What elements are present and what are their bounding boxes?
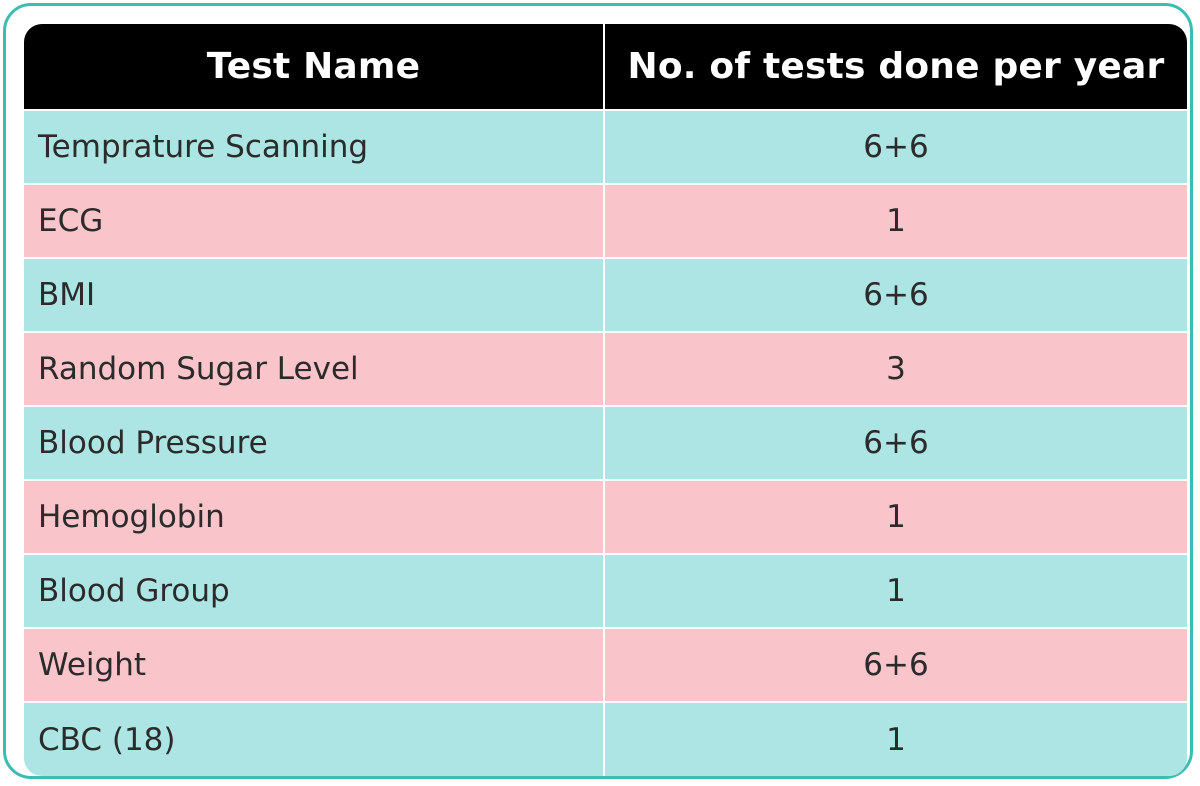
- test-name-cell: CBC (18): [24, 703, 605, 776]
- test-count-cell: 1: [886, 721, 906, 758]
- table-row: CBC (18) 1: [24, 703, 1187, 776]
- table-row: Random Sugar Level 3: [24, 333, 1187, 405]
- test-count-cell: 3: [886, 351, 906, 387]
- test-count-cell: 1: [886, 499, 906, 535]
- header-tests-per-year: No. of tests done per year: [627, 46, 1165, 87]
- table-row: ECG 1: [24, 185, 1187, 257]
- table-row: Hemoglobin 1: [24, 481, 1187, 553]
- test-name-cell: Hemoglobin: [24, 481, 605, 553]
- table-row: Blood Group 1: [24, 555, 1187, 627]
- test-count-cell: 6+6: [863, 277, 929, 313]
- tests-table: Test Name No. of tests done per year Tem…: [24, 24, 1187, 776]
- test-name-cell: Temprature Scanning: [24, 111, 605, 183]
- test-name-cell: Blood Pressure: [24, 407, 605, 479]
- test-count-cell: 6+6: [863, 425, 929, 461]
- table-frame: Test Name No. of tests done per year Tem…: [3, 3, 1193, 779]
- table-row: Temprature Scanning 6+6: [24, 111, 1187, 183]
- table-row: Blood Pressure 6+6: [24, 407, 1187, 479]
- header-test-name: Test Name: [24, 24, 605, 109]
- test-name-cell: Weight: [24, 629, 605, 701]
- test-count-cell: 6+6: [863, 647, 929, 683]
- table-header: Test Name No. of tests done per year: [24, 24, 1187, 109]
- table-row: BMI 6+6: [24, 259, 1187, 331]
- test-count-cell: 1: [886, 203, 906, 239]
- table-row: Weight 6+6: [24, 629, 1187, 701]
- test-count-cell: 1: [886, 573, 906, 609]
- test-name-cell: ECG: [24, 185, 605, 257]
- test-name-cell: BMI: [24, 259, 605, 331]
- test-count-cell: 6+6: [863, 129, 929, 165]
- test-name-cell: Blood Group: [24, 555, 605, 627]
- test-name-cell: Random Sugar Level: [24, 333, 605, 405]
